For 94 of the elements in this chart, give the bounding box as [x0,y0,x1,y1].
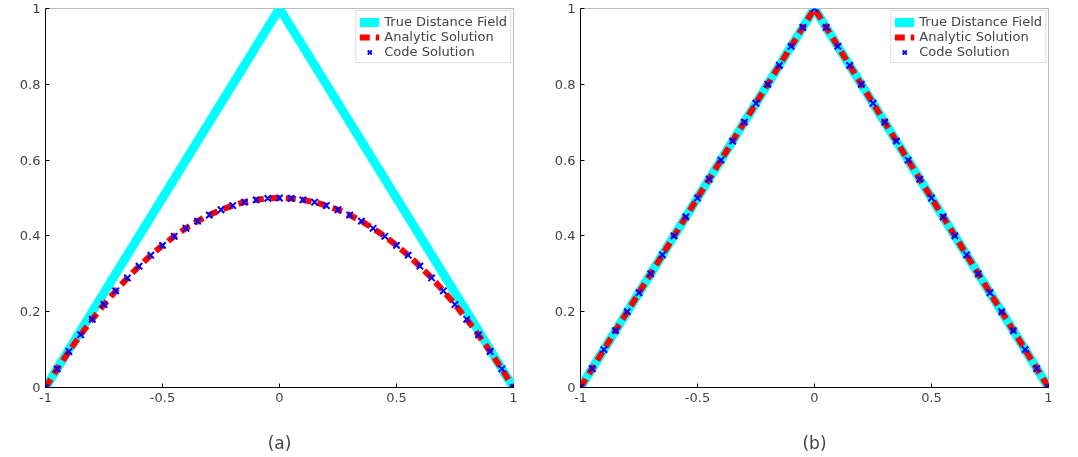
point [146,251,155,260]
point [111,286,120,296]
y-tick-label: 0.8 [19,76,41,92]
point [404,251,413,260]
x-axis-title: (b) [802,432,827,453]
point [53,364,62,374]
point [833,42,843,51]
point [669,231,679,241]
point [88,315,97,324]
point [588,364,597,373]
point [134,262,144,271]
y-tick-label: 0.4 [554,228,576,244]
point [439,286,448,296]
point [822,23,831,32]
point [287,194,296,203]
point [798,23,807,32]
point [228,201,237,210]
point [415,262,425,271]
point [158,241,167,250]
legend-label: True Distance Field [919,14,1042,29]
x-tick-label: 1 [509,389,518,405]
point [1020,345,1030,354]
legend-label: Analytic Solution [384,29,494,44]
point [786,42,796,51]
point [450,300,460,309]
y-tick-label: 0.2 [554,304,576,320]
y-tick-label: 0.6 [19,152,41,168]
legend-label: Code Solution [384,44,475,59]
x-tick-label: 0.5 [921,389,942,405]
point [392,241,401,250]
point [123,273,132,283]
point [322,201,331,210]
point [903,155,913,165]
point [974,269,983,278]
point [298,195,308,205]
point [333,205,343,214]
point [997,307,1006,316]
point [76,330,85,339]
x-tick-label: 0.5 [386,389,407,405]
point [263,194,272,203]
point [927,193,936,203]
point [857,80,866,89]
y-tick-label: 0.6 [554,152,576,168]
point [751,99,761,108]
x-tick-label: -0.5 [684,389,711,405]
y-tick-label: 1 [32,1,41,16]
point [64,347,74,356]
legend-label: Code Solution [919,44,1010,59]
point [611,326,620,335]
point [681,212,690,222]
point [634,288,644,297]
legend-label: Analytic Solution [919,29,1029,44]
point [1009,326,1018,335]
point [868,99,878,108]
point [915,174,924,184]
legend-label: True Distance Field [384,14,507,29]
point [1032,364,1041,373]
x-tick-label: -0.5 [149,389,176,405]
point [985,288,995,297]
point [310,197,319,207]
point [950,231,960,241]
x-axis-title: (a) [267,432,292,453]
point [705,174,714,184]
point [474,330,483,339]
point [775,61,784,70]
point [368,224,378,233]
point [216,205,226,214]
point [99,300,109,309]
point [939,212,948,222]
point [716,155,726,165]
point [462,315,471,324]
x-tick-label: 0 [275,389,284,405]
x-tick-label: -1 [574,389,587,405]
point [962,250,971,260]
x-tick-label: 0 [810,389,819,405]
point [380,232,389,241]
point [181,224,191,233]
y-tick-label: 0.4 [19,228,41,244]
point [251,195,261,205]
y-tick-label: 0.8 [554,76,576,92]
point [845,61,854,70]
x-tick-label: 1 [1044,389,1053,405]
point [345,210,354,220]
y-tick-label: 0.2 [19,304,41,320]
y-tick-label: 1 [567,1,576,16]
point [485,347,495,356]
point [275,193,284,203]
point [427,273,436,283]
x-tick-label: -1 [39,389,52,405]
point [497,364,506,374]
point [205,210,214,220]
point [880,118,889,127]
point [357,216,366,226]
point [892,136,901,146]
